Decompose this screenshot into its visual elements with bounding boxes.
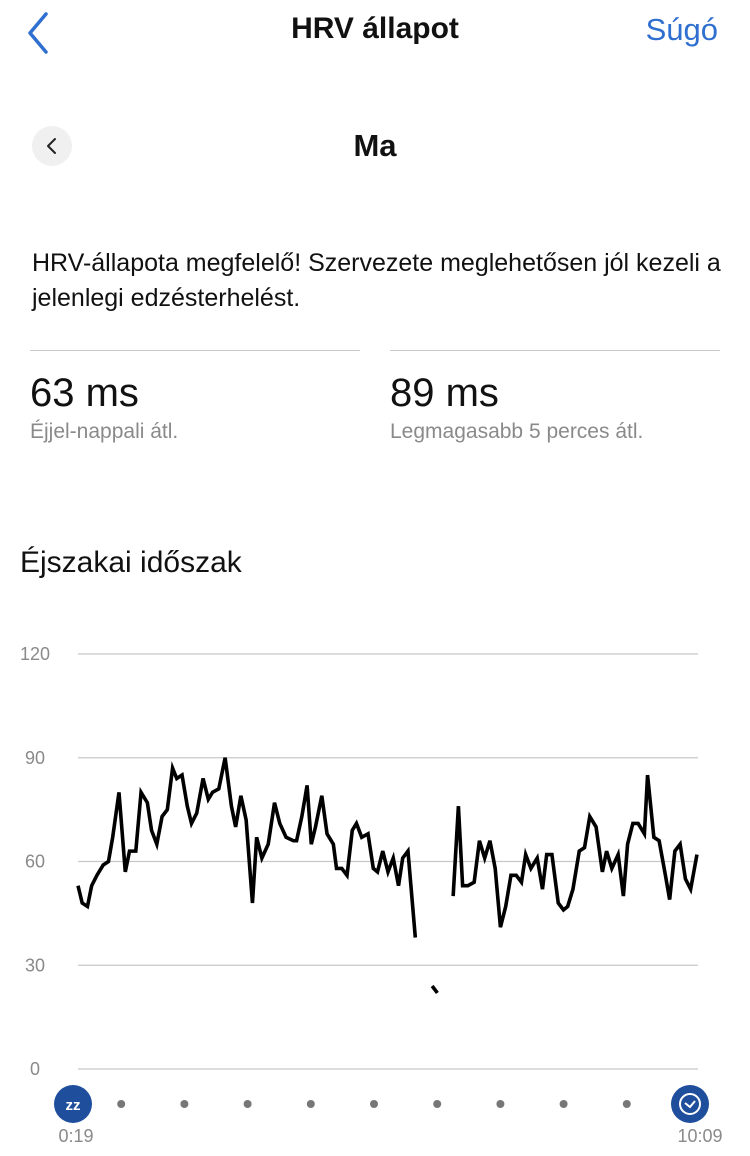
chevron-left-icon	[28, 12, 48, 54]
stat-value: 89 ms	[390, 371, 499, 415]
help-button[interactable]: Súgó	[645, 12, 718, 47]
time-dot	[370, 1100, 378, 1108]
hrv-line-segment	[430, 984, 439, 995]
time-dot	[433, 1100, 442, 1108]
back-button[interactable]	[22, 8, 58, 54]
sleep-start-marker	[54, 1085, 92, 1123]
date-label: Ma	[353, 128, 397, 163]
chevron-left-icon	[47, 138, 56, 154]
time-dot	[496, 1100, 505, 1108]
time-dot	[622, 1100, 631, 1108]
section-title: Éjszakai időszak	[20, 546, 242, 579]
start-time-label: 0:19	[58, 1126, 93, 1146]
clock-hands-icon	[684, 1100, 696, 1109]
stat-value: 63 ms	[30, 371, 139, 415]
hrv-night-chart: 0 30 60 90 120 zz 0:19 10:09	[20, 644, 723, 1146]
page-title: HRV állapot	[291, 12, 459, 45]
wake-end-marker	[671, 1085, 709, 1123]
time-dot	[117, 1100, 126, 1108]
hrv-line-segment	[76, 757, 418, 938]
stat-label: Éjjel-nappali átl.	[30, 420, 179, 443]
time-dot	[180, 1100, 189, 1108]
y-tick-label: 90	[25, 748, 45, 768]
clock-icon	[679, 1093, 701, 1115]
time-dot	[306, 1100, 315, 1108]
stat-overnight-average: 63 ms Éjjel-nappali átl.	[30, 350, 360, 444]
sleep-zz-icon: zz	[66, 1097, 81, 1114]
status-message: HRV-állapota megfelelő! Szervezete megle…	[32, 249, 721, 312]
time-dot	[243, 1100, 252, 1108]
stat-label: Legmagasabb 5 perces átl.	[390, 420, 644, 443]
stat-highest-5min: 89 ms Legmagasabb 5 perces átl.	[390, 350, 720, 444]
end-time-label: 10:09	[677, 1126, 722, 1146]
y-tick-label: 0	[30, 1059, 40, 1079]
y-tick-label: 120	[20, 644, 50, 664]
previous-day-button[interactable]	[32, 126, 72, 166]
y-tick-label: 60	[25, 852, 45, 872]
y-tick-label: 30	[25, 955, 45, 975]
time-dot	[559, 1100, 568, 1108]
hrv-line-segment	[451, 774, 699, 928]
